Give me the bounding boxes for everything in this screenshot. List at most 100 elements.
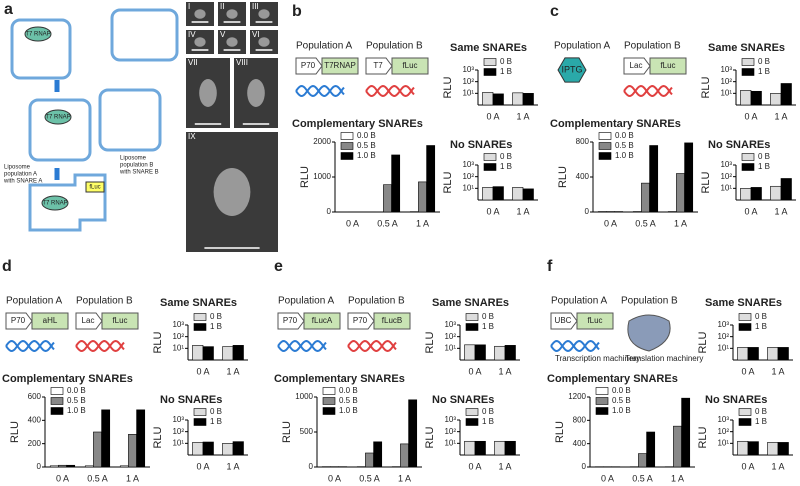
legend-swatch [738,313,752,321]
cell [258,9,270,19]
y-tick-label: 10¹ [462,183,474,192]
bar [391,154,401,213]
bar [740,90,752,106]
legend-label: 0 B [482,407,494,416]
dna [5,340,55,353]
rnap [41,195,69,211]
bar [494,440,506,456]
bar [681,397,691,468]
bar [638,453,647,468]
bar [49,465,59,468]
chart-title: No SNAREs [708,139,770,151]
dna [623,85,673,98]
bar [202,346,214,361]
rnap-label: T7 RNAP [25,32,50,38]
y-axis-label: RLU [424,426,436,448]
promoter-label: P70 [283,316,298,325]
legend-label: 0 B [755,407,767,416]
population-a: Population A [6,296,62,307]
gene [391,57,429,75]
y-tick-label: 600 [28,392,42,401]
y-tick-label: 400 [28,415,42,424]
legend-swatch [50,387,64,395]
bar [222,346,234,361]
chart-title: Same SNAREs [450,42,527,54]
legend-label: 0 B [755,312,767,321]
gene-label: T7RNAP [324,61,356,70]
fluc-label: fLuc [89,185,100,191]
dna [365,84,415,97]
legend-label: 1 B [755,417,767,426]
y-axis-label: RLU [442,171,454,193]
legend-label: 0.5 B [615,141,634,150]
x-tick-label: 1 A [126,473,139,483]
panel-label: f [547,258,553,275]
y-tick-label: 0 [37,462,42,471]
y-axis-label: RLU [9,421,21,443]
promoter [277,312,305,330]
bar [684,142,694,213]
population-b: Population B [348,296,405,307]
promoter [5,312,33,330]
bar [740,188,752,201]
bar [522,188,534,201]
rnap-label: T7 RNAP [45,115,70,121]
y-tick-label: 0 [585,207,590,216]
x-tick-label: 0 A [604,218,617,228]
promoter [365,57,393,75]
x-tick-label: 0 A [328,473,341,483]
bar [232,345,244,361]
liposome [110,8,179,62]
bar [482,187,494,201]
bar [192,442,204,456]
population-b: Population B [366,41,423,52]
inducer-label: IPTG [561,64,582,74]
rnap [24,26,52,42]
x-tick-label: 1 A [516,111,529,121]
inducer [557,57,587,83]
x-tick-label: 0 A [744,206,757,216]
y-tick-label: 800 [576,137,590,146]
micrograph-label: VII [188,58,198,67]
bar [646,431,656,468]
dna [347,340,397,353]
bar [128,434,137,468]
y-tick-label: 10² [717,427,729,436]
population-b: Population B [624,41,681,52]
bar [66,464,76,468]
gene [31,312,69,330]
promoter [550,312,578,330]
lipo-b: population B [120,163,153,169]
y-tick-label: 2000 [313,137,331,146]
cell [226,37,238,47]
y-tick-label: 0 [309,462,314,471]
legend-swatch [483,153,497,161]
x-tick-label: 1 A [774,111,787,121]
panel-label: a [4,1,13,18]
micrograph-label: I [188,2,190,11]
y-tick-label: 10¹ [444,343,456,352]
promoter [347,312,375,330]
y-axis-label: RLU [700,171,712,193]
gene-label: fLuc [402,61,417,70]
gene [576,312,614,330]
promoter-label: Lac [630,61,643,70]
bar [492,186,504,201]
x-tick-label: 1 A [398,473,411,483]
bar [202,441,214,456]
y-tick-label: 10² [717,332,729,341]
population-a: Population A [551,296,607,307]
legend-label: 0.0 B [67,386,86,395]
ribosome [627,314,671,352]
note: Translation machinery [625,354,703,363]
lipo-a: population A [4,172,37,178]
bar [770,93,782,106]
y-tick-label: 0 [582,462,587,471]
x-tick-label: 0 A [486,206,499,216]
bar [780,178,792,201]
chart-title: Complementary SNAREs [292,118,423,130]
cell [213,168,251,216]
gene-label: fLucB [382,316,402,325]
chart-title: Complementary SNAREs [547,373,678,385]
